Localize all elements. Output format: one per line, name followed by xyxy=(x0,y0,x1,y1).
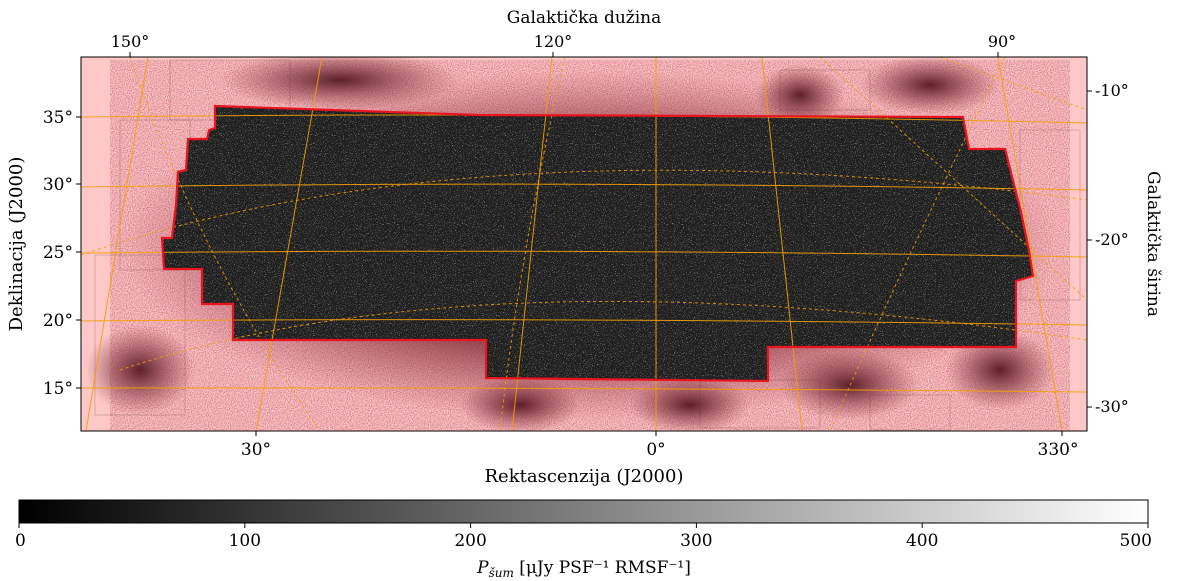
y-tick-label: 30° xyxy=(43,175,73,195)
right-tick-label: -30° xyxy=(1095,397,1129,416)
footprint-outline xyxy=(160,104,1035,383)
colorbar-tick-label: 300 xyxy=(680,531,712,551)
top-tick-label: 90° xyxy=(988,32,1016,51)
colorbar: 0 100 200 300 400 500 Pšum [μJy PSF⁻¹ RMSF⁻¹] xyxy=(15,499,1152,580)
x-tick-label: 330° xyxy=(1038,440,1079,460)
x-tick-label: 0° xyxy=(646,440,665,460)
top-axis-label: Galaktička dužina xyxy=(507,8,662,28)
colorbar-label: Pšum [μJy PSF⁻¹ RMSF⁻¹] xyxy=(476,558,691,580)
y-axis-label: Deklinacija (J2000) xyxy=(6,157,27,332)
top-tick-label: 150° xyxy=(111,32,150,51)
map-panel xyxy=(81,57,1087,431)
colorbar-ticks: 0 100 200 300 400 500 xyxy=(15,523,1152,551)
right-tick-label: -10° xyxy=(1095,81,1129,100)
tick-marks xyxy=(76,52,1092,436)
right-tick-label: -20° xyxy=(1095,230,1129,249)
x-tick-label: 30° xyxy=(241,440,271,460)
colorbar-tick-label: 0 xyxy=(15,531,26,551)
colorbar-gradient xyxy=(18,499,1149,524)
galactic-grid xyxy=(81,57,1087,431)
y-tick-label: 15° xyxy=(43,379,73,399)
colorbar-tick-label: 200 xyxy=(454,531,486,551)
x-axis-label: Rektascenzija (J2000) xyxy=(485,466,684,487)
right-axis-label: Galaktička širina xyxy=(1143,171,1163,317)
y-tick-label: 35° xyxy=(43,108,73,128)
equatorial-grid xyxy=(81,57,1087,431)
colorbar-tick-label: 100 xyxy=(229,531,261,551)
map-frame xyxy=(80,56,1088,432)
y-tick-label: 25° xyxy=(43,243,73,263)
y-tick-label: 20° xyxy=(43,311,73,331)
colorbar-tick-label: 500 xyxy=(1120,531,1152,551)
top-tick-label: 120° xyxy=(534,32,573,51)
colorbar-tick-label: 400 xyxy=(906,531,938,551)
